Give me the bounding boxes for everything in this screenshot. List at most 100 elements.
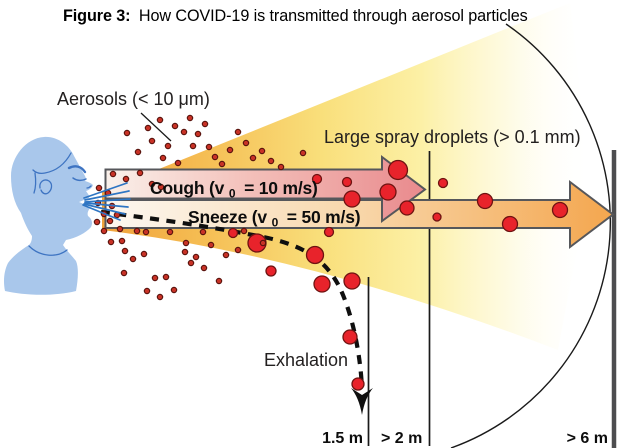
spray-line [84,202,129,208]
droplet [265,265,277,277]
aerosol-dot [93,218,101,226]
aerosol-dot [259,239,267,247]
aerosol-dot [181,248,189,256]
aerosol-dot [121,247,129,255]
aerosol-dot [240,227,248,235]
aerosol-dot [192,253,200,261]
spray-line [84,198,131,203]
aerosol-dot [182,239,190,247]
aerosol-dot [129,255,137,263]
aerosol-dot [234,128,242,136]
aerosol-dot [106,217,114,225]
aerosol-dot [222,251,230,259]
aerosol-dot [226,146,234,154]
aerosol-dot [123,129,131,137]
figure-title: Figure 3: How COVID-19 is transmitted th… [63,7,528,25]
droplets-layer [227,159,569,391]
sneeze-label-suffix: = 50 m/s) [287,207,361,227]
aerosol-dot [211,153,219,161]
droplet [343,190,361,208]
aerosol-dot [242,139,250,147]
aerosol-dot [234,246,242,254]
aerosol-dot [143,287,151,295]
ear-icon [39,179,53,195]
cough-label-subscript: 0 [229,187,236,201]
sneeze-label-subscript: 0 [272,216,279,230]
droplet [399,200,415,216]
aerosols-pointer-line [140,112,172,142]
exhalation-label: Exhalation [264,350,348,370]
sneeze-label-prefix: Sneeze (v [188,207,267,227]
droplet [343,272,361,290]
droplet [323,226,335,238]
person-body [4,136,93,295]
aerosol-dot [200,264,208,272]
large-droplets-label: Large spray droplets (> 0.1 mm) [324,127,581,147]
aerosol-dot [133,227,141,235]
exhalation-arrowhead-icon [351,388,373,415]
aerosol-dot [249,154,257,162]
cough-label-prefix: Cough (v [150,178,225,198]
aerosol-dot [162,273,170,281]
aerosol-dot [207,241,215,249]
aerosol-dot [218,160,226,168]
aerosol-dot [118,237,126,245]
aerosol-dot [215,277,223,285]
droplet [432,212,442,222]
sneeze-label: Sneeze (v 0 = 50 m/s) [188,207,360,231]
collar-detail [28,245,68,256]
aerosols-label: Aerosols (< 10 μm) [57,89,210,109]
aerosol-dot [164,142,172,150]
aerosol-dot [201,120,209,128]
figure-title-number: Figure 3: [63,7,130,25]
droplet [311,173,323,185]
droplet [313,275,331,293]
spray-line [83,203,126,215]
aerosol-dot [120,269,128,277]
aerosol-dot [156,293,164,301]
aerosol-dot [148,137,156,145]
sideburn-detail [33,172,37,194]
droplet [342,329,358,345]
aerosol-dot [189,142,197,150]
aerosol-dot [194,130,202,138]
aerosol-dot [148,180,156,188]
aerosol-dot [140,250,148,258]
distance-label-1-5m: 1.5 m [322,430,363,447]
person-silhouette [4,136,93,295]
cough-label-suffix: = 10 m/s) [244,178,318,198]
exhalation-trajectory [100,209,365,389]
droplet [551,201,569,219]
aerosol-dot [187,259,195,267]
droplet [387,159,409,181]
hairline-detail [32,152,72,175]
aerosol-dot [299,149,307,157]
cough-label: Cough (v 0 = 10 m/s) [150,178,318,202]
aerosol-dot [144,124,152,132]
aerosol-dot [151,274,159,282]
distance-label-2m: > 2 m [381,430,422,447]
aerosol-dot [116,225,124,233]
closed-eye-detail [72,177,87,182]
droplet [476,192,494,210]
aerosol-dot [205,143,213,151]
aerosol-dot [107,238,115,246]
aerosol-dot [134,148,142,156]
droplet [305,245,325,265]
range-arc [450,23,612,448]
aerosol-dot [258,147,266,155]
aerosol-dot [159,154,167,162]
aerosol-dot [122,175,130,183]
eyebrow-detail [67,165,87,174]
aerosol-dot [186,114,194,122]
nostril-detail [86,185,92,189]
aerosol-dot [170,286,178,294]
aerosol-dots-layer [93,114,307,301]
aerosol-dot [174,159,182,167]
aerosol-dot [156,116,164,124]
droplet [437,177,449,189]
aerosol-dot [277,163,285,171]
aerosol-dot [166,228,174,236]
